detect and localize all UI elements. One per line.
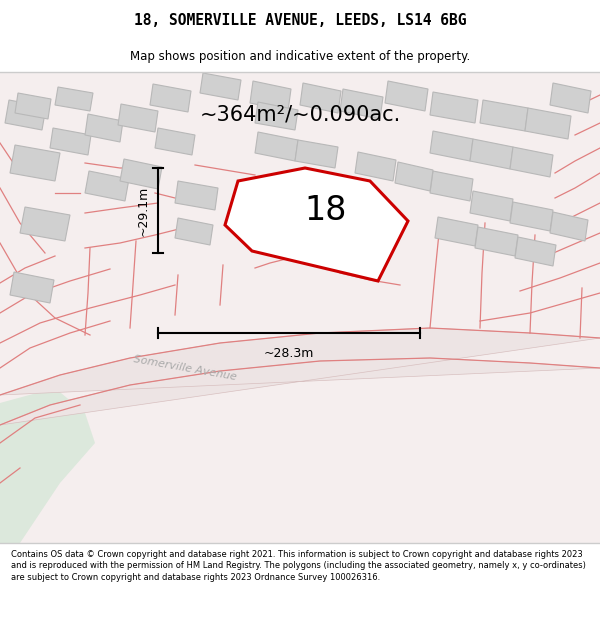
Polygon shape bbox=[470, 139, 513, 169]
Polygon shape bbox=[295, 140, 338, 168]
Text: Contains OS data © Crown copyright and database right 2021. This information is : Contains OS data © Crown copyright and d… bbox=[11, 549, 586, 582]
Polygon shape bbox=[385, 81, 428, 111]
Text: ~364m²/~0.090ac.: ~364m²/~0.090ac. bbox=[199, 105, 401, 125]
Polygon shape bbox=[10, 272, 54, 303]
Polygon shape bbox=[0, 388, 95, 543]
Polygon shape bbox=[15, 93, 51, 119]
Polygon shape bbox=[55, 87, 93, 111]
Polygon shape bbox=[150, 84, 191, 112]
Polygon shape bbox=[85, 114, 123, 142]
Polygon shape bbox=[470, 191, 513, 221]
Text: 18, SOMERVILLE AVENUE, LEEDS, LS14 6BG: 18, SOMERVILLE AVENUE, LEEDS, LS14 6BG bbox=[134, 12, 466, 28]
Text: ~29.1m: ~29.1m bbox=[137, 186, 150, 236]
Polygon shape bbox=[550, 83, 591, 113]
Polygon shape bbox=[395, 162, 433, 191]
Polygon shape bbox=[510, 147, 553, 177]
Polygon shape bbox=[200, 73, 241, 100]
Polygon shape bbox=[430, 171, 473, 201]
Polygon shape bbox=[0, 328, 600, 425]
Polygon shape bbox=[340, 89, 383, 119]
Polygon shape bbox=[250, 81, 291, 111]
Polygon shape bbox=[355, 152, 396, 181]
Text: Somerville Avenue: Somerville Avenue bbox=[133, 354, 238, 382]
Polygon shape bbox=[50, 128, 91, 155]
Polygon shape bbox=[155, 128, 195, 155]
Polygon shape bbox=[255, 132, 298, 161]
Text: 18: 18 bbox=[305, 194, 347, 227]
Polygon shape bbox=[300, 83, 341, 113]
Polygon shape bbox=[118, 104, 158, 132]
Polygon shape bbox=[480, 100, 528, 131]
Polygon shape bbox=[175, 218, 213, 245]
Polygon shape bbox=[10, 145, 60, 181]
Polygon shape bbox=[510, 202, 553, 231]
Polygon shape bbox=[225, 168, 408, 281]
Polygon shape bbox=[515, 237, 556, 266]
Polygon shape bbox=[435, 217, 478, 246]
Polygon shape bbox=[525, 108, 571, 139]
Polygon shape bbox=[430, 92, 478, 123]
Polygon shape bbox=[5, 100, 46, 130]
Polygon shape bbox=[430, 131, 473, 161]
Polygon shape bbox=[255, 102, 298, 130]
Polygon shape bbox=[85, 171, 129, 201]
Text: ~28.3m: ~28.3m bbox=[264, 347, 314, 360]
Polygon shape bbox=[20, 207, 70, 241]
Polygon shape bbox=[550, 212, 588, 241]
Polygon shape bbox=[120, 159, 162, 189]
Polygon shape bbox=[175, 181, 218, 210]
Text: Map shows position and indicative extent of the property.: Map shows position and indicative extent… bbox=[130, 49, 470, 62]
Polygon shape bbox=[475, 227, 518, 256]
